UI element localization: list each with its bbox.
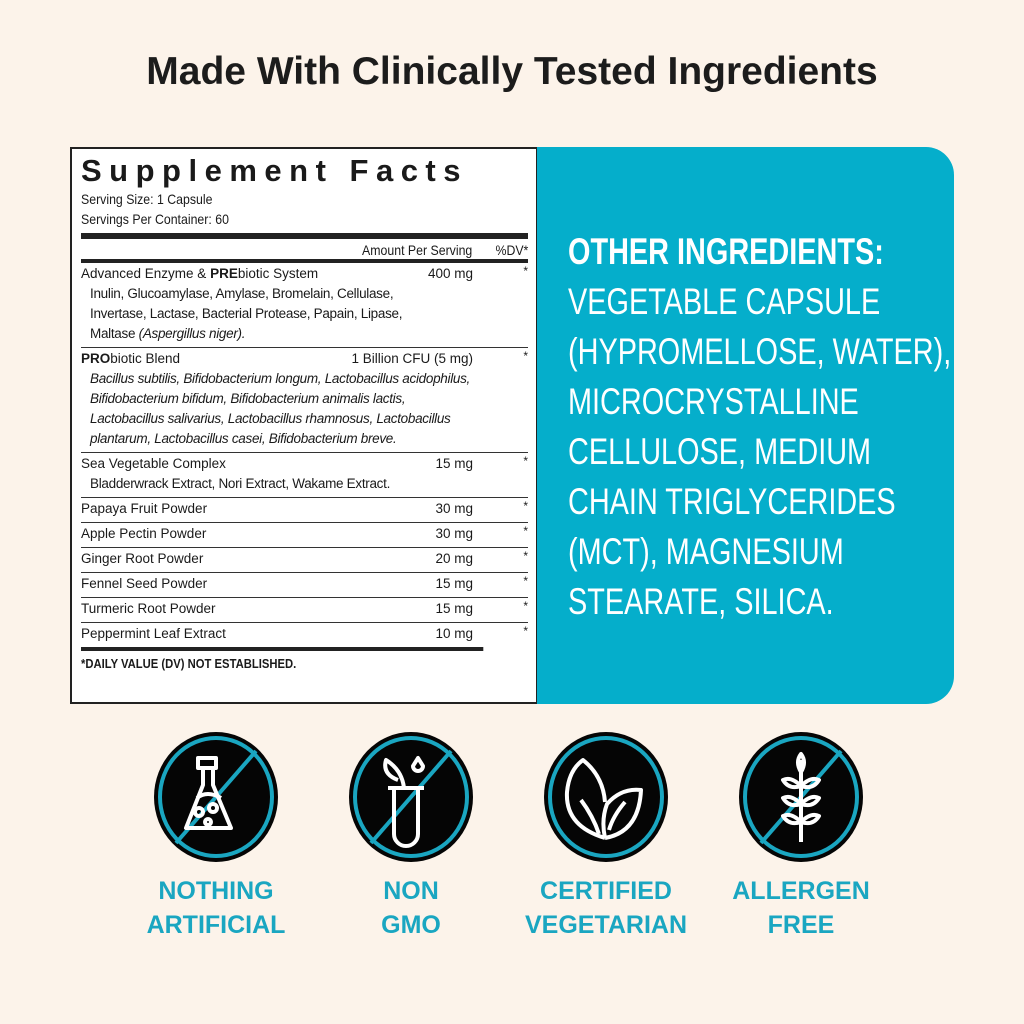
ingredient-name: Papaya Fruit Powder: [81, 501, 208, 516]
divider: [81, 233, 528, 239]
other-ingredients-line: (HYPROMELLOSE, WATER),: [568, 331, 952, 372]
dv: *: [523, 454, 528, 468]
leaf-icon: [544, 732, 668, 862]
other-ingredients-line: (MCT), MAGNESIUM: [568, 531, 844, 572]
amount: 15 mg: [435, 456, 473, 471]
ingredient-name: Peppermint Leaf Extract: [81, 626, 226, 641]
ingredient-name: Sea Vegetable Complex: [81, 456, 226, 471]
servings-per-container: Servings Per Container: 60: [81, 211, 229, 227]
dv: *: [523, 524, 528, 538]
badge-nothing-artificial: NOTHING ARTIFICIAL: [116, 730, 316, 942]
amount: 30 mg: [435, 526, 473, 541]
ingredient-name: Advanced Enzyme & PREbiotic System: [81, 266, 319, 281]
amount: 30 mg: [435, 501, 473, 516]
other-ingredients-line: CELLULOSE, MEDIUM: [568, 431, 872, 472]
ingredient-name: Turmeric Root Powder: [81, 601, 216, 616]
page-title: Made With Clinically Tested Ingredients: [146, 50, 878, 93]
dv: *: [523, 499, 528, 513]
badge-label: ALLERGEN FREE: [732, 877, 870, 939]
sub-ingredients: Inulin, Glucoamylase, Amylase, Bromelain…: [90, 286, 394, 301]
amount-header: Amount Per Serving: [362, 242, 473, 258]
dv: *: [523, 624, 528, 638]
badge-label: NON GMO: [381, 877, 441, 939]
dv: *: [523, 574, 528, 588]
other-ingredients-heading: OTHER INGREDIENTS:: [568, 231, 884, 272]
sub-ingredients: Invertase, Lactase, Bacterial Protease, …: [90, 306, 403, 321]
dv: *: [523, 549, 528, 563]
other-ingredients-line: CHAIN TRIGLYCERIDES: [568, 481, 896, 522]
badge-non-gmo: NON GMO: [311, 730, 511, 942]
dv-header: %DV*: [495, 242, 528, 258]
table-row: Papaya Fruit Powder 30 mg *: [81, 497, 528, 522]
other-ingredients-line: MICROCRYSTALLINE: [568, 381, 859, 422]
sub-ingredients: Bladderwrack Extract, Nori Extract, Waka…: [90, 476, 391, 491]
badge-label: CERTIFIED VEGETARIAN: [524, 877, 688, 939]
other-ingredients-line: STEARATE, SILICA.: [568, 581, 834, 622]
other-ingredients-line: VEGETABLE CAPSULE: [568, 281, 881, 322]
sub-ingredients: Lactobacillus salivarius, Lactobacillus …: [90, 411, 451, 426]
amount: 1 Billion CFU (5 mg): [351, 351, 473, 366]
table-row: Sea Vegetable Complex 15 mg * Bladderwra…: [81, 452, 528, 497]
dv: *: [523, 599, 528, 613]
ingredient-name: PRObiotic Blend: [81, 351, 181, 366]
table-row: Advanced Enzyme & PREbiotic System 400 m…: [81, 263, 528, 347]
dv: *: [523, 349, 528, 363]
table-row: Fennel Seed Powder 15 mg *: [81, 572, 528, 597]
table-row: Peppermint Leaf Extract 10 mg *: [81, 622, 528, 647]
serving-size: Serving Size: 1 Capsule: [81, 191, 213, 207]
amount: 10 mg: [435, 626, 473, 641]
table-row: Ginger Root Powder 20 mg *: [81, 547, 528, 572]
table-row: PRObiotic Blend 1 Billion CFU (5 mg) * B…: [81, 347, 528, 452]
amount: 15 mg: [435, 601, 473, 616]
badge-certified-vegetarian: CERTIFIED VEGETARIAN: [506, 730, 706, 942]
no-flask-icon: [154, 732, 278, 862]
sub-ingredients: Maltase (Aspergillus niger).: [90, 326, 246, 341]
no-wheat-icon: [739, 732, 863, 862]
table-row: Apple Pectin Powder 30 mg *: [81, 522, 528, 547]
amount: 15 mg: [435, 576, 473, 591]
amount: 20 mg: [435, 551, 473, 566]
other-ingredients-panel: OTHER INGREDIENTS: VEGETABLE CAPSULE (HY…: [537, 147, 954, 704]
dv: *: [523, 264, 528, 278]
badge-allergen-free: ALLERGEN FREE: [701, 730, 901, 942]
sub-ingredients: Bifidobacterium bifidum, Bifidobacterium…: [90, 391, 406, 406]
ingredient-name: Apple Pectin Powder: [81, 526, 207, 541]
sub-ingredients: plantarum, Lactobacillus casei, Bifidoba…: [90, 431, 397, 446]
amount: 400 mg: [427, 266, 473, 281]
table-row: Turmeric Root Powder 15 mg *: [81, 597, 528, 622]
ingredient-name: Ginger Root Powder: [81, 551, 204, 566]
supplement-facts-heading: Supplement Facts: [81, 153, 468, 188]
ingredient-name: Fennel Seed Powder: [81, 576, 208, 591]
footnote: *DAILY VALUE (DV) NOT ESTABLISHED.: [81, 647, 484, 677]
table-header: Amount Per Serving %DV*: [81, 239, 528, 263]
supplement-facts-label: Supplement Facts Serving Size: 1 Capsule…: [70, 147, 538, 704]
badge-label: NOTHING ARTIFICIAL: [146, 877, 286, 939]
sub-ingredients: Bacillus subtilis, Bifidobacterium longu…: [90, 371, 471, 386]
no-gmo-test-tube-icon: [349, 732, 473, 862]
